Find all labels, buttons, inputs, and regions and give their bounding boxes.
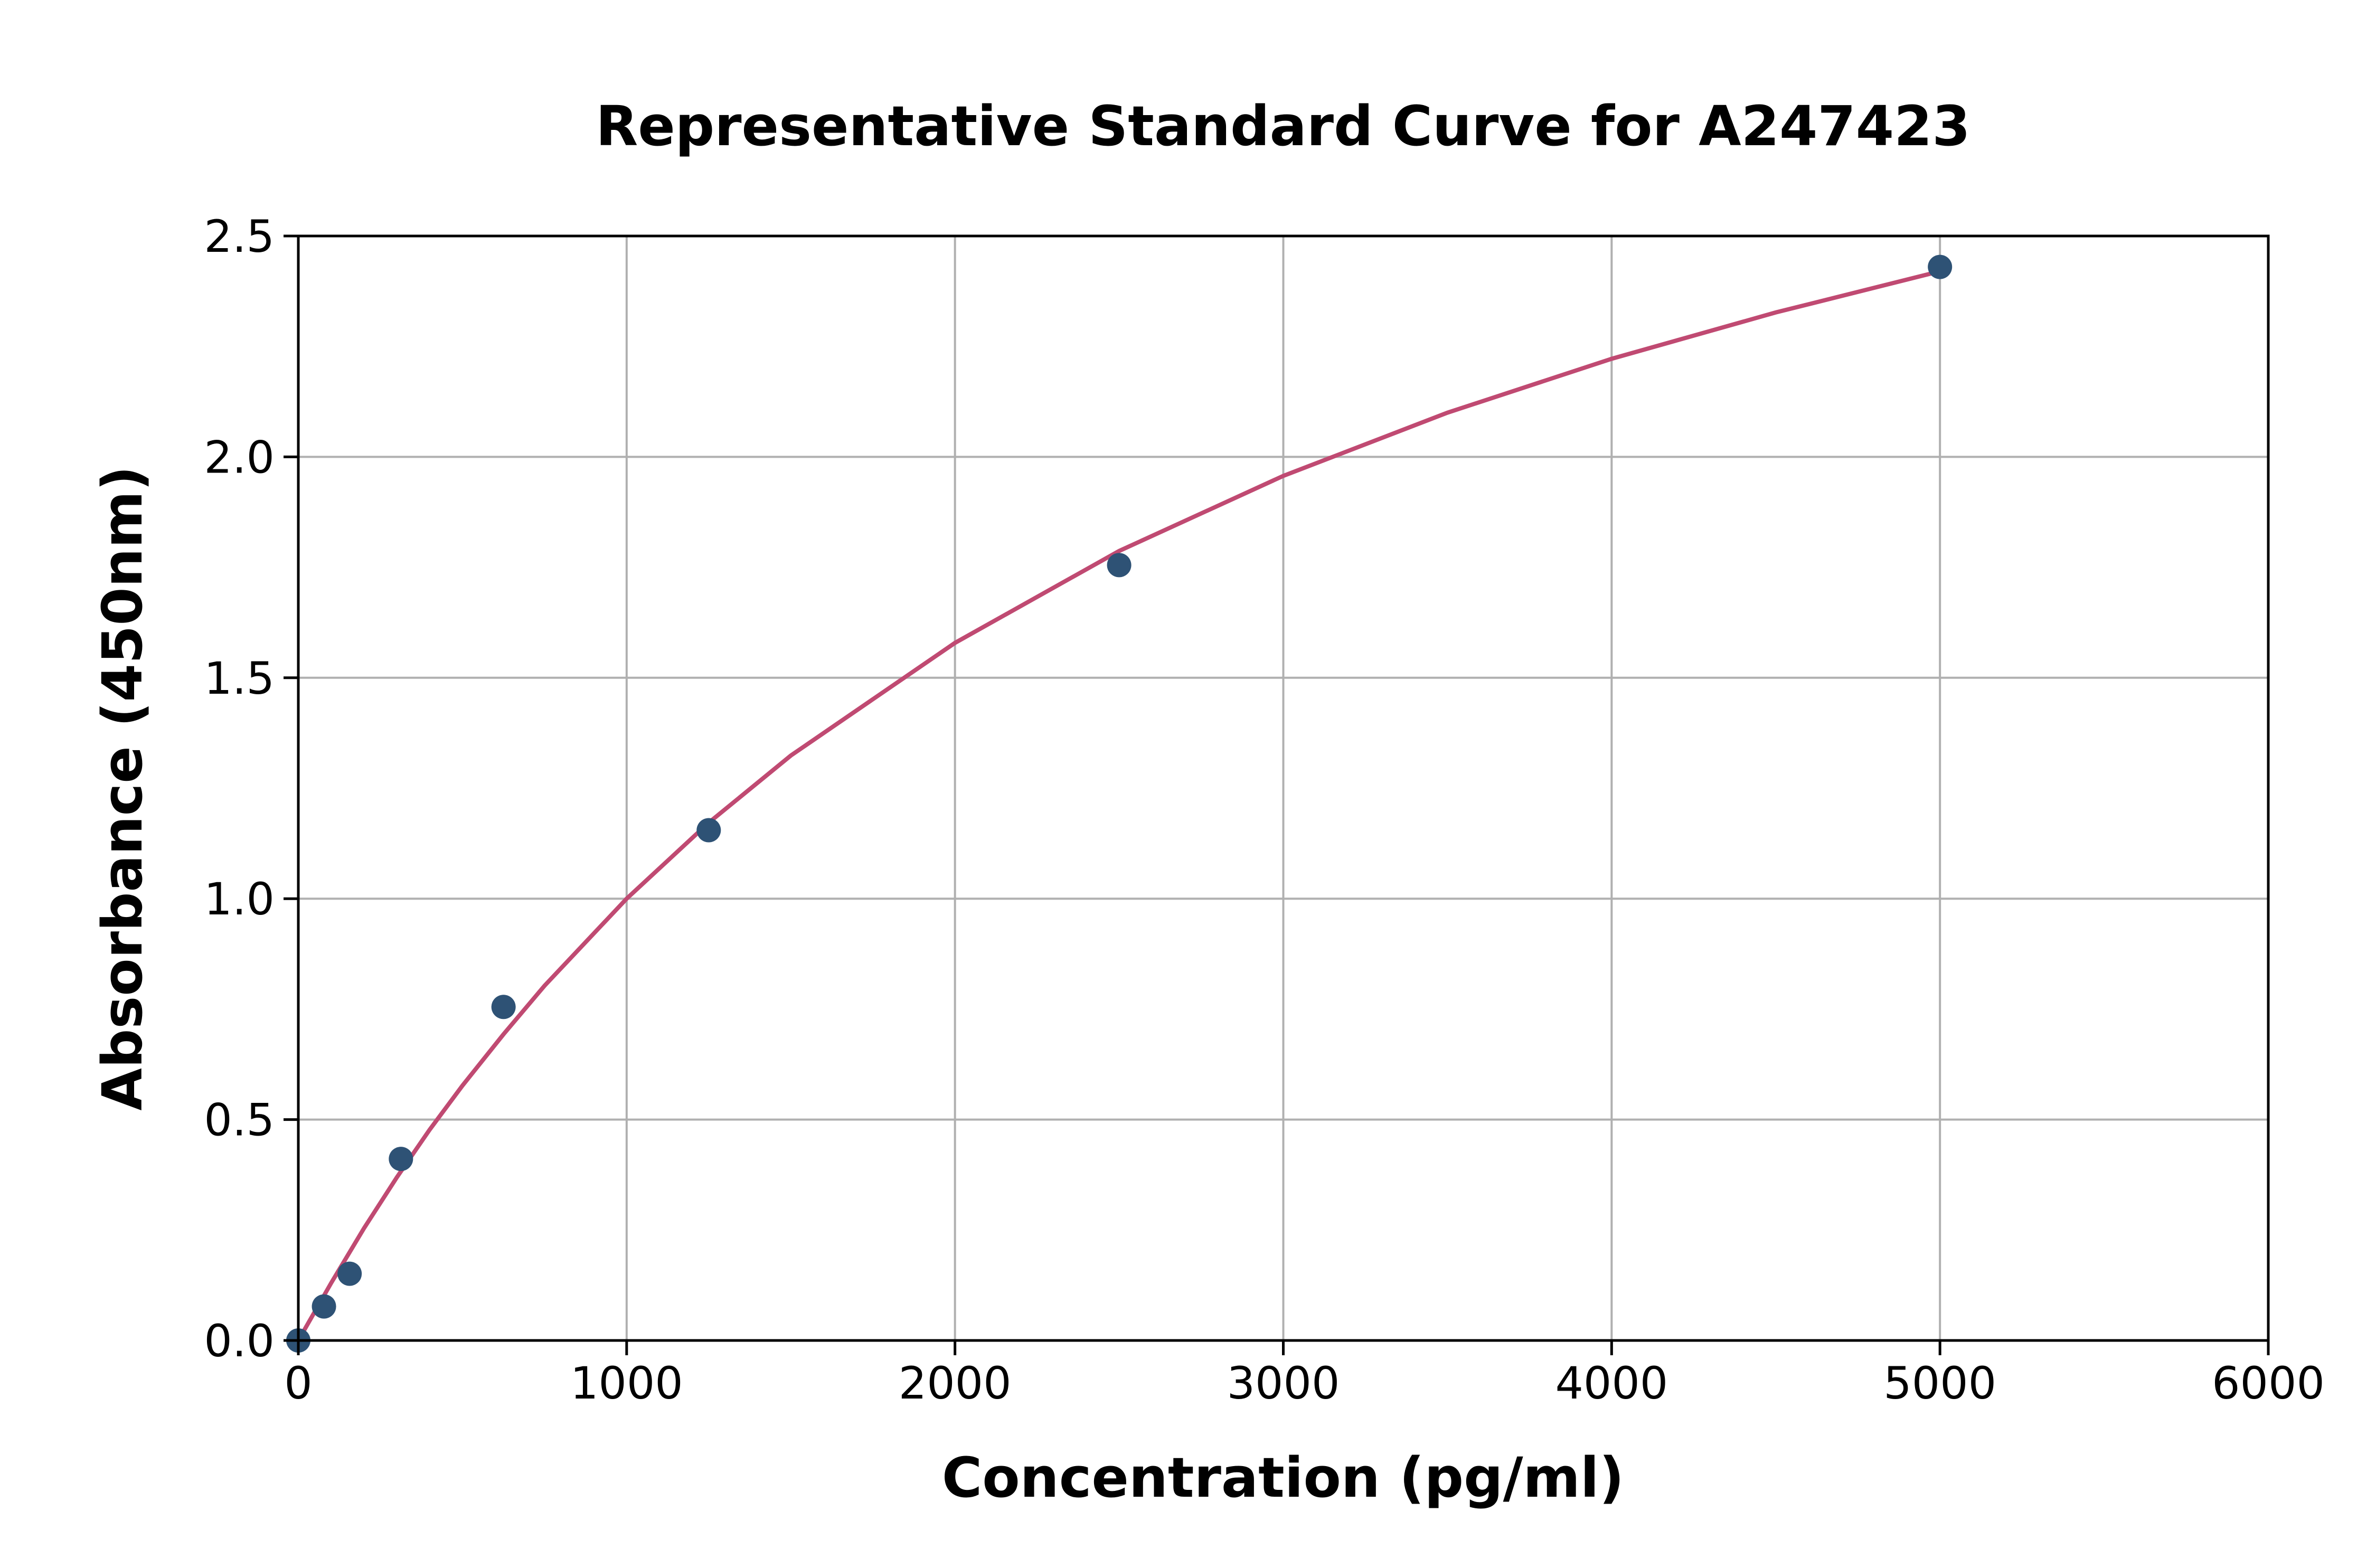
x-tick-label: 4000	[1555, 1357, 1668, 1409]
chart-title: Representative Standard Curve for A24742…	[596, 94, 1970, 158]
data-point	[491, 995, 516, 1019]
y-tick-label: 2.0	[204, 431, 275, 483]
x-tick-label: 0	[284, 1357, 312, 1409]
data-point	[389, 1147, 413, 1172]
y-tick-label: 1.5	[204, 653, 275, 704]
data-point	[696, 818, 721, 843]
fit-curve-group	[296, 269, 1941, 1342]
y-tick-label: 2.5	[204, 211, 275, 262]
fit-curve-line	[296, 269, 1941, 1342]
data-point	[1928, 254, 1953, 279]
x-tick-label: 1000	[570, 1357, 683, 1409]
axis-ticks: 0 1000 2000 3000 4000 5000 6000 0.0 0.5 1.0 1.5 2.0…	[204, 211, 2324, 1409]
y-tick-label: 0.5	[204, 1094, 275, 1146]
x-tick-label: 3000	[1227, 1357, 1340, 1409]
y-tick-label: 0.0	[204, 1315, 275, 1367]
data-point	[1107, 553, 1132, 578]
data-point	[312, 1294, 336, 1319]
x-tick-label: 2000	[899, 1357, 1012, 1409]
data-point	[337, 1261, 362, 1286]
y-axis-label: Absorbance (450nm)	[90, 466, 155, 1110]
x-tick-label: 5000	[1883, 1357, 1996, 1409]
y-tick-label: 1.0	[204, 873, 275, 925]
x-axis-label: Concentration (pg/ml)	[942, 1446, 1624, 1510]
x-tick-label: 6000	[2212, 1357, 2325, 1409]
data-points	[286, 254, 1953, 1353]
grid-lines	[297, 235, 2269, 1342]
